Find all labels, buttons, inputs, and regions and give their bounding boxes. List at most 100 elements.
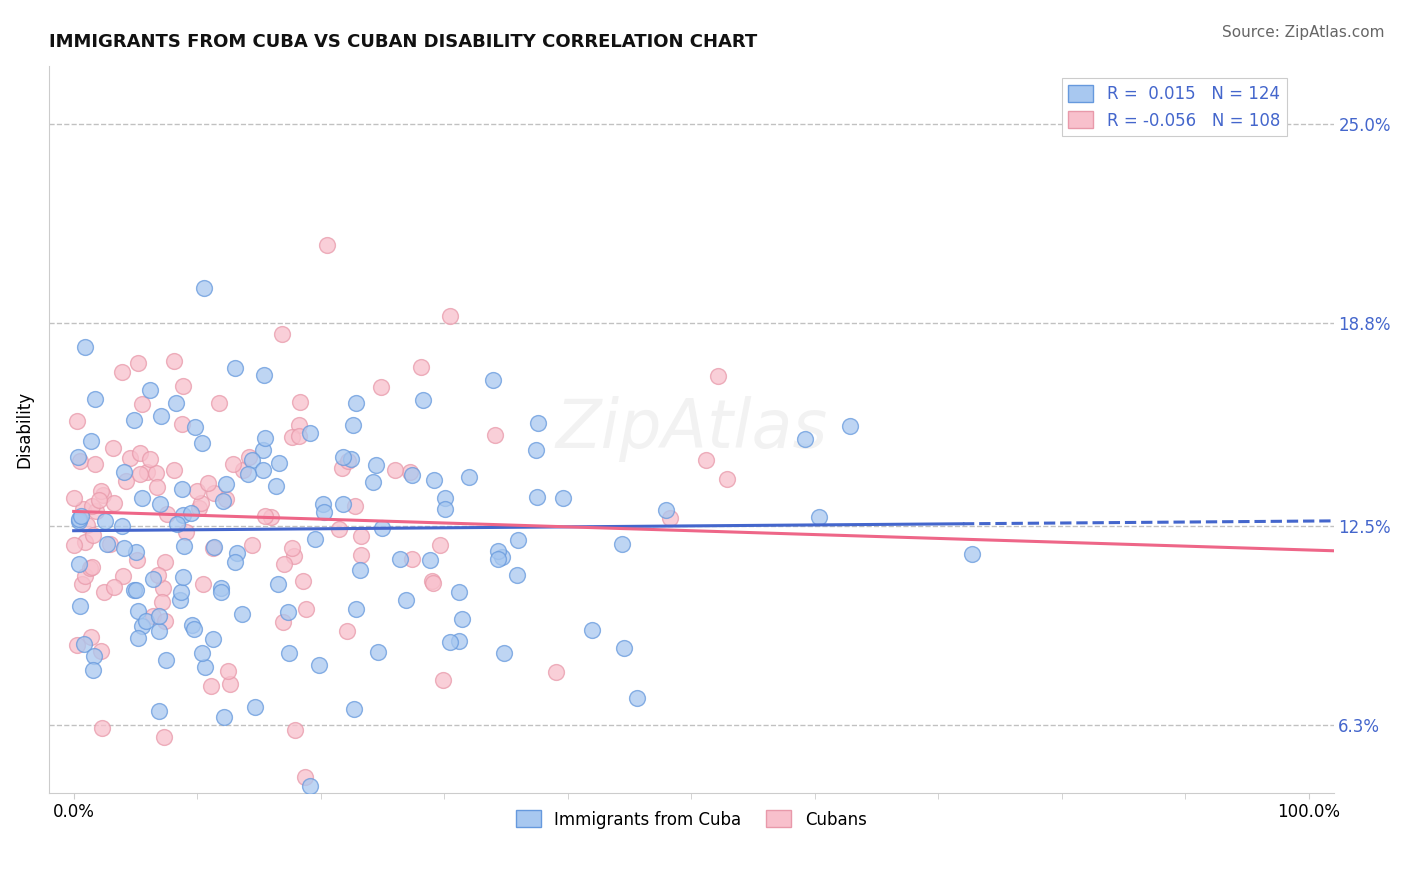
Point: [90, 644, 112, 658]
Point: [449, 634, 471, 648]
Point: [217, 664, 239, 678]
Point: [145, 467, 167, 481]
Point: [193, 280, 215, 294]
Point: [84, 458, 107, 472]
Point: [281, 430, 304, 444]
Point: [224, 555, 246, 569]
Text: Source: ZipAtlas.com: Source: ZipAtlas.com: [1222, 25, 1385, 40]
Point: [127, 632, 149, 646]
Point: [124, 582, 146, 597]
Point: [399, 465, 422, 479]
Point: [240, 452, 263, 467]
Point: [142, 572, 165, 586]
Point: [146, 568, 169, 582]
Point: [288, 395, 311, 409]
Point: [84, 504, 107, 518]
Point: [214, 476, 236, 491]
Point: [131, 619, 153, 633]
Point: [172, 508, 194, 522]
Point: [197, 476, 219, 491]
Point: [486, 551, 509, 566]
Point: [342, 418, 364, 433]
Point: [163, 354, 186, 368]
Point: [73, 534, 96, 549]
Point: [707, 369, 730, 384]
Point: [67, 557, 90, 571]
Point: [332, 497, 354, 511]
Point: [267, 577, 290, 591]
Point: [395, 593, 418, 607]
Point: [225, 547, 247, 561]
Point: [125, 553, 148, 567]
Point: [271, 615, 294, 630]
Point: [252, 463, 274, 477]
Point: [82, 499, 104, 513]
Point: [253, 431, 276, 445]
Point: [506, 533, 529, 547]
Point: [807, 510, 830, 524]
Point: [66, 638, 89, 652]
Point: [506, 568, 529, 582]
Point: [626, 690, 648, 705]
Point: [433, 502, 456, 516]
Point: [153, 730, 176, 744]
Point: [170, 584, 193, 599]
Point: [169, 592, 191, 607]
Point: [148, 704, 170, 718]
Point: [484, 428, 506, 442]
Point: [87, 493, 110, 508]
Point: [80, 434, 103, 448]
Point: [716, 472, 738, 486]
Point: [367, 645, 389, 659]
Point: [482, 373, 505, 387]
Point: [201, 632, 224, 646]
Point: [83, 648, 105, 663]
Point: [215, 492, 238, 507]
Point: [224, 360, 246, 375]
Point: [72, 502, 94, 516]
Point: [84, 392, 107, 406]
Point: [131, 491, 153, 505]
Point: [209, 581, 232, 595]
Point: [128, 446, 150, 460]
Point: [280, 541, 302, 556]
Point: [433, 491, 456, 505]
Point: [389, 552, 412, 566]
Point: [202, 486, 225, 500]
Point: [202, 540, 225, 554]
Point: [111, 569, 134, 583]
Point: [267, 456, 290, 470]
Point: [308, 658, 330, 673]
Point: [337, 454, 360, 468]
Point: [69, 454, 91, 468]
Point: [439, 309, 461, 323]
Point: [793, 432, 815, 446]
Point: [294, 602, 316, 616]
Point: [553, 491, 575, 506]
Text: IMMIGRANTS FROM CUBA VS CUBAN DISABILITY CORRELATION CHART: IMMIGRANTS FROM CUBA VS CUBAN DISABILITY…: [49, 33, 758, 51]
Point: [209, 584, 232, 599]
Point: [422, 576, 444, 591]
Point: [183, 419, 205, 434]
Point: [82, 663, 104, 677]
Point: [401, 552, 423, 566]
Point: [80, 630, 103, 644]
Point: [344, 396, 367, 410]
Point: [190, 646, 212, 660]
Point: [312, 497, 335, 511]
Point: [526, 491, 548, 505]
Point: [288, 429, 311, 443]
Point: [191, 435, 214, 450]
Point: [120, 450, 142, 465]
Point: [153, 556, 176, 570]
Point: [191, 577, 214, 591]
Point: [231, 607, 253, 621]
Point: [166, 516, 188, 531]
Point: [146, 480, 169, 494]
Point: [232, 463, 254, 477]
Point: [613, 640, 636, 655]
Point: [165, 396, 187, 410]
Point: [76, 517, 98, 532]
Point: [150, 595, 173, 609]
Point: [283, 549, 305, 563]
